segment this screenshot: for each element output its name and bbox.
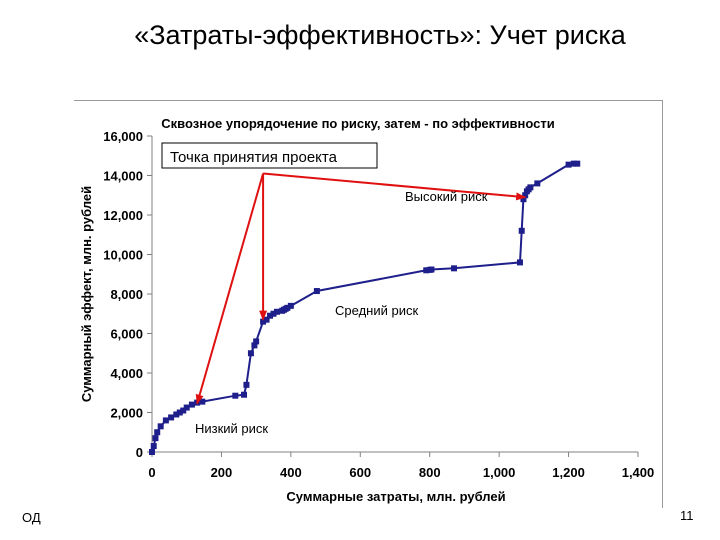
data-point bbox=[176, 409, 183, 416]
high-risk-label: Высокий риск bbox=[405, 189, 488, 204]
data-point bbox=[173, 411, 180, 418]
data-point bbox=[565, 161, 572, 168]
decision-arrow bbox=[195, 173, 265, 405]
slide-title: «Затраты-эффективность»: Учет риска bbox=[134, 20, 626, 50]
decision-point-label: Точка принятия проекта bbox=[170, 149, 338, 166]
low-risk-label: Низкий риск bbox=[195, 421, 268, 436]
footer-left-label: ОД bbox=[22, 510, 41, 525]
data-point bbox=[243, 381, 250, 388]
data-point bbox=[150, 443, 157, 450]
data-point bbox=[428, 266, 435, 273]
data-point bbox=[247, 350, 254, 357]
data-point bbox=[451, 265, 458, 272]
data-point bbox=[423, 267, 430, 274]
y-tick-label: 6,000 bbox=[110, 327, 143, 342]
data-point bbox=[253, 338, 260, 345]
y-tick-label: 16,000 bbox=[103, 129, 143, 144]
y-tick-label: 4,000 bbox=[110, 366, 143, 381]
data-point bbox=[154, 429, 161, 436]
data-point bbox=[273, 308, 280, 315]
data-point bbox=[574, 160, 581, 167]
data-point bbox=[149, 449, 155, 455]
x-tick-label: 600 bbox=[349, 465, 371, 480]
y-axis-label: Суммарный эффект, млн. рублей bbox=[79, 186, 94, 402]
data-point bbox=[287, 302, 294, 309]
x-tick-label: 800 bbox=[419, 465, 441, 480]
x-tick-label: 0 bbox=[148, 465, 155, 480]
x-axis-label: Суммарные затраты, млн. рублей bbox=[286, 489, 505, 504]
x-tick-label: 400 bbox=[280, 465, 302, 480]
data-point bbox=[313, 288, 320, 295]
data-point bbox=[251, 342, 258, 349]
data-point bbox=[534, 180, 541, 187]
data-point bbox=[284, 304, 291, 311]
data-point bbox=[527, 184, 534, 191]
chart-title: Сквозное упорядочение по риску, затем - … bbox=[161, 116, 554, 131]
data-point bbox=[267, 312, 274, 319]
data-point bbox=[570, 160, 577, 167]
page-number: 11 bbox=[680, 508, 694, 523]
y-tick-label: 2,000 bbox=[110, 406, 143, 421]
data-point bbox=[199, 398, 206, 405]
decision-arrows bbox=[195, 172, 527, 405]
y-tick-label: 14,000 bbox=[103, 169, 143, 184]
y-ticks: 0 2,000 4,000 6,000 8,000 10,000 12,000 14,000 1… bbox=[103, 129, 152, 460]
data-point bbox=[270, 310, 277, 317]
data-point bbox=[516, 259, 523, 266]
chart-frame bbox=[74, 100, 663, 508]
data-point bbox=[260, 318, 267, 325]
data-point bbox=[240, 391, 247, 398]
x-ticks: 0 200 400 600 800 1,000 1,200 1,400 bbox=[148, 452, 654, 480]
data-point bbox=[162, 417, 169, 424]
x-tick-label: 200 bbox=[211, 465, 233, 480]
decision-point-box bbox=[161, 142, 378, 169]
y-tick-label: 8,000 bbox=[110, 287, 143, 302]
data-point bbox=[152, 435, 159, 442]
y-tick-label: 0 bbox=[136, 445, 143, 460]
x-tick-label: 1,200 bbox=[552, 465, 585, 480]
y-tick-label: 10,000 bbox=[103, 248, 143, 263]
data-point bbox=[232, 392, 239, 399]
data-point bbox=[157, 423, 164, 430]
data-point bbox=[183, 404, 190, 411]
x-tick-label: 1,400 bbox=[622, 465, 655, 480]
data-point bbox=[188, 401, 195, 408]
data-point bbox=[168, 414, 175, 421]
x-tick-label: 1,000 bbox=[483, 465, 516, 480]
data-point bbox=[180, 407, 187, 414]
data-point bbox=[518, 227, 525, 234]
decision-arrow bbox=[262, 172, 527, 201]
chart-axes bbox=[151, 136, 638, 453]
medium-risk-label: Средний риск bbox=[335, 303, 418, 318]
y-tick-label: 12,000 bbox=[103, 208, 143, 223]
